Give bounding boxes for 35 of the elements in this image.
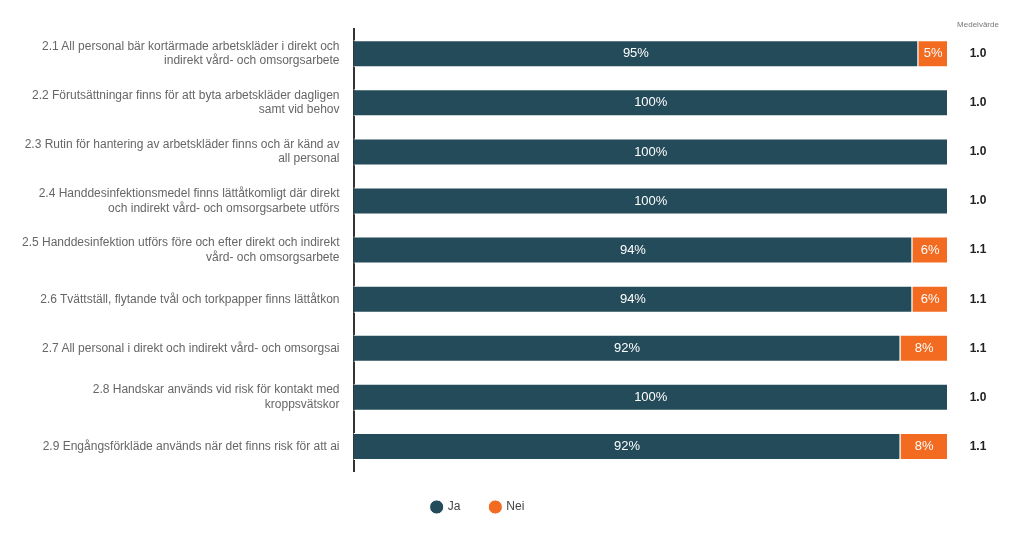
y-tick-label: 2.5 Handdesinfektion utförs före och efter direkt och indirekt vård- och omsorgsarbete bbox=[21, 235, 341, 264]
text: 1.0 bbox=[969, 46, 987, 61]
data-label: 100% bbox=[634, 94, 668, 110]
data-label: 6% bbox=[920, 290, 940, 306]
legend-label: Nei bbox=[506, 499, 525, 514]
y-tick-label: 2.2 Förutsättningar finns för att byta arbetskläder dagligen samt vid behov bbox=[31, 87, 340, 117]
data-label: 6% bbox=[920, 241, 940, 257]
data-label: 94% bbox=[619, 241, 647, 257]
y-tick-label: 2.6 Tvättställ, flytande tvål och torkpapper finns lättåtkon bbox=[40, 291, 340, 306]
text: 1.0 bbox=[969, 389, 987, 404]
data-label: 8% bbox=[914, 438, 935, 454]
data-label: 95% bbox=[622, 45, 650, 61]
data-label: 8% bbox=[914, 339, 935, 355]
legend-label: Ja bbox=[447, 499, 461, 514]
y-tick-label: 2.4 Handdesinfektionsmedel finns lättåtkomligt där direkt och indirekt vård- och omsorgsarbete utförs bbox=[38, 186, 341, 215]
y-tick-label: 2.7 All personal i direkt och indirekt vård- och omsorgsai bbox=[42, 340, 340, 355]
data-label: 92% bbox=[613, 339, 641, 355]
data-label: 100% bbox=[634, 143, 668, 159]
text: 1.0 bbox=[969, 144, 987, 159]
y-tick-label: 2.3 Rutin för hantering av arbetskläder finns och är känd av all personal bbox=[24, 137, 340, 166]
text: 1.1 bbox=[969, 438, 987, 453]
data-label: 94% bbox=[619, 290, 647, 306]
y-tick-label: 2.9 Engångsförkläde används när det finns risk för att ai bbox=[42, 438, 340, 453]
data-label: 100% bbox=[634, 192, 668, 208]
text: 1.1 bbox=[969, 291, 987, 306]
data-label: 5% bbox=[923, 45, 943, 61]
text: 1.0 bbox=[969, 193, 987, 208]
data-label: 92% bbox=[613, 438, 641, 454]
data-label: 100% bbox=[634, 388, 668, 404]
text: 1.1 bbox=[969, 242, 987, 257]
text: 1.1 bbox=[969, 340, 987, 355]
text: 1.0 bbox=[969, 95, 987, 110]
y-tick-label: 2.1 All personal bär kortärmade arbetskläder i direkt och indirekt vård- och omsorgsarbete bbox=[42, 38, 340, 68]
text: Medelvärde bbox=[957, 20, 1000, 30]
y-tick-label: 2.8 Handskar används vid risk för kontakt med kroppsvätskor bbox=[92, 382, 340, 411]
